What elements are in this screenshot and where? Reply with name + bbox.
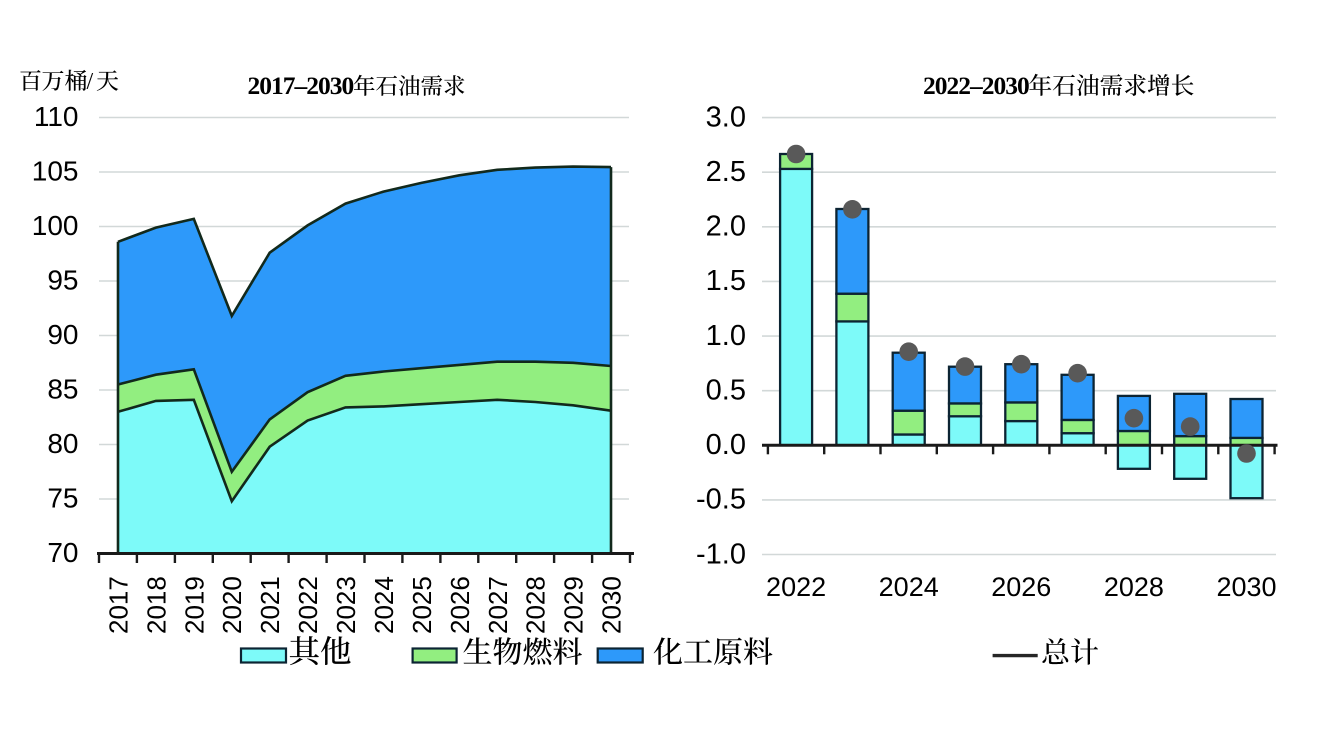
svg-text:-0.5: -0.5	[696, 484, 746, 516]
svg-text:2023: 2023	[331, 576, 361, 634]
svg-text:2018: 2018	[141, 576, 171, 634]
svg-text:1.0: 1.0	[706, 320, 746, 352]
svg-text:0.0: 0.0	[706, 429, 746, 461]
svg-text:2.5: 2.5	[706, 156, 746, 188]
svg-text:2022: 2022	[766, 572, 826, 602]
svg-text:2017: 2017	[104, 576, 134, 634]
svg-text:2.0: 2.0	[706, 211, 746, 243]
svg-text:2027: 2027	[483, 576, 513, 634]
svg-text:3.0: 3.0	[706, 101, 746, 133]
svg-text:100: 100	[32, 210, 79, 241]
svg-text:1.5: 1.5	[706, 265, 746, 297]
svg-text:2022–2030: 2022–2030	[923, 71, 1029, 100]
svg-text:70: 70	[47, 537, 78, 568]
svg-text:2021: 2021	[255, 576, 285, 634]
svg-text:80: 80	[47, 428, 78, 459]
svg-text:2020: 2020	[217, 576, 247, 634]
svg-text:2028: 2028	[521, 576, 551, 634]
svg-text:90: 90	[47, 319, 78, 350]
svg-text:2017–2030: 2017–2030	[248, 71, 354, 100]
svg-text:2024: 2024	[369, 576, 399, 634]
svg-text:105: 105	[32, 156, 79, 187]
svg-text:85: 85	[47, 374, 78, 405]
svg-text:2029: 2029	[559, 576, 589, 634]
svg-text:2028: 2028	[1104, 572, 1164, 602]
svg-text:/: /	[87, 69, 94, 95]
svg-text:2030: 2030	[1216, 572, 1276, 602]
svg-text:110: 110	[34, 101, 79, 132]
svg-text:2026: 2026	[991, 572, 1051, 602]
svg-text:2025: 2025	[407, 576, 437, 634]
svg-text:-1.0: -1.0	[696, 538, 746, 570]
svg-text:2030: 2030	[597, 576, 627, 634]
svg-text:2026: 2026	[445, 576, 475, 634]
svg-text:75: 75	[47, 483, 78, 514]
svg-text:2024: 2024	[879, 572, 939, 602]
svg-text:2019: 2019	[179, 576, 209, 634]
svg-text:0.5: 0.5	[706, 375, 746, 407]
svg-text:95: 95	[47, 265, 78, 296]
svg-text:2022: 2022	[293, 576, 323, 634]
